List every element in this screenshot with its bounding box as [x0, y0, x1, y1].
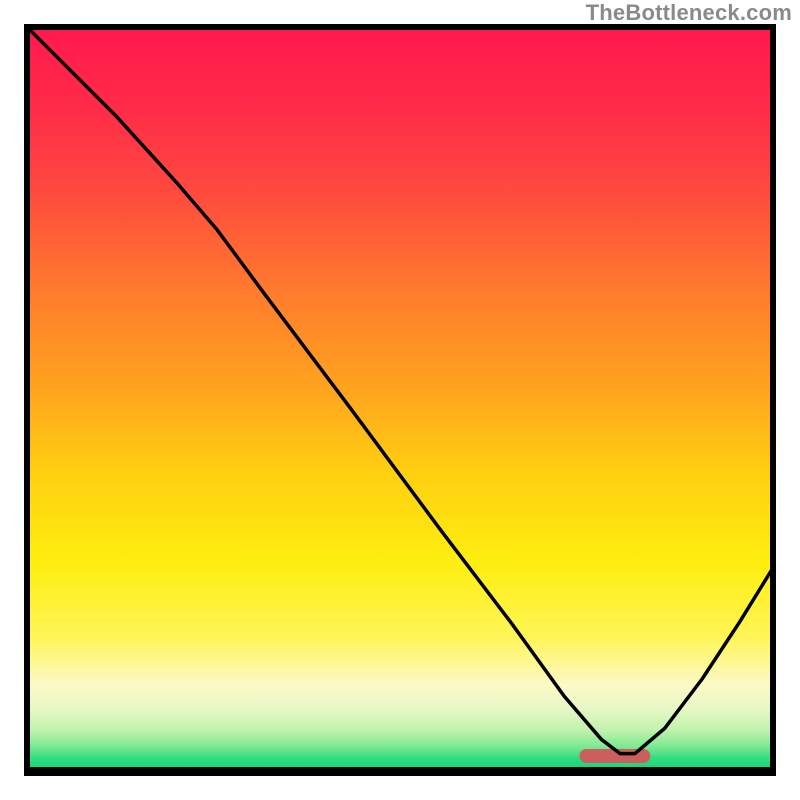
- watermark-text: TheBottleneck.com: [586, 0, 792, 26]
- chart-root: TheBottleneck.com: [0, 0, 800, 800]
- chart-svg: [0, 0, 800, 800]
